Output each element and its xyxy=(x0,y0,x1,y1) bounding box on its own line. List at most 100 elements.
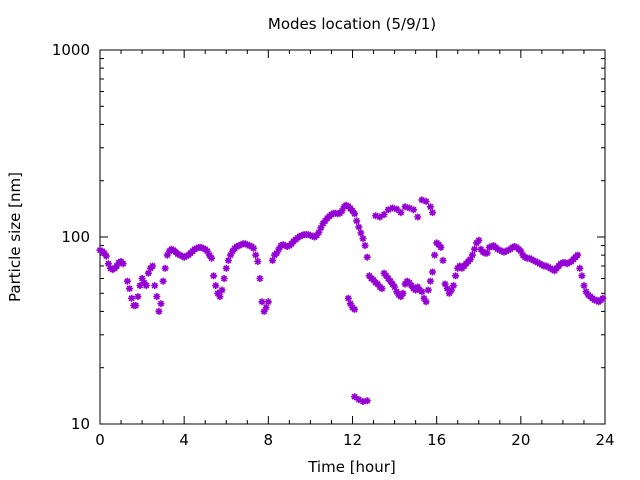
data-point xyxy=(197,243,205,251)
data-point xyxy=(142,282,150,290)
data-point-marker xyxy=(429,268,436,276)
data-point-marker xyxy=(363,397,371,405)
data-point-marker xyxy=(193,244,201,252)
data-point-marker xyxy=(313,231,321,239)
data-point-marker xyxy=(205,251,213,259)
data-point-marker xyxy=(426,277,434,285)
data-point-marker xyxy=(264,298,272,306)
data-point-marker xyxy=(582,288,590,296)
data-point xyxy=(401,203,409,211)
data-point-marker xyxy=(134,293,142,301)
data-point-marker xyxy=(500,248,508,256)
data-point xyxy=(338,207,346,215)
data-point xyxy=(256,275,264,282)
data-point xyxy=(214,289,222,297)
data-point-marker xyxy=(283,243,291,250)
data-point xyxy=(599,294,607,302)
data-point-marker xyxy=(452,272,460,280)
data-point xyxy=(424,286,432,294)
data-point xyxy=(163,251,171,259)
data-point xyxy=(262,304,270,311)
data-point xyxy=(441,280,449,288)
data-point-marker xyxy=(401,203,409,211)
x-axis-label: Time [hour] xyxy=(307,458,396,476)
data-point xyxy=(363,253,371,261)
data-point-marker xyxy=(212,282,220,290)
data-point xyxy=(193,244,201,252)
data-point-marker xyxy=(426,203,434,211)
data-point xyxy=(389,204,396,212)
data-point xyxy=(260,307,268,315)
data-point xyxy=(155,307,163,315)
data-point xyxy=(252,251,260,259)
data-point-marker xyxy=(281,242,289,250)
data-point xyxy=(372,212,380,220)
data-point xyxy=(412,286,420,294)
data-point-marker xyxy=(439,256,447,264)
data-point-marker xyxy=(113,262,121,270)
data-point-marker xyxy=(508,243,516,251)
data-point-marker xyxy=(144,269,152,277)
data-point xyxy=(104,260,112,268)
data-point xyxy=(407,282,415,290)
data-point xyxy=(344,294,352,302)
data-point-marker xyxy=(351,210,359,218)
data-point-marker xyxy=(422,298,430,306)
data-point-marker xyxy=(151,282,159,290)
data-point xyxy=(405,204,413,212)
data-point xyxy=(296,232,304,240)
data-point xyxy=(212,282,220,290)
data-point-marker xyxy=(100,249,108,257)
data-point-marker xyxy=(576,264,584,272)
data-point-marker xyxy=(487,243,495,250)
data-point xyxy=(208,254,215,262)
y-tick-label: 1000 xyxy=(52,41,90,59)
data-point xyxy=(452,272,460,280)
data-point-marker xyxy=(245,242,253,250)
data-point xyxy=(410,206,417,214)
data-points xyxy=(96,196,607,405)
data-point xyxy=(363,397,371,405)
data-point xyxy=(355,396,363,404)
data-point xyxy=(222,264,230,272)
data-point-marker xyxy=(355,223,363,231)
data-point-marker xyxy=(351,305,359,313)
data-point xyxy=(483,249,491,257)
data-point xyxy=(397,209,405,217)
data-point-marker xyxy=(361,242,369,250)
data-point xyxy=(397,293,405,301)
data-point xyxy=(487,243,495,250)
data-point-marker xyxy=(418,196,426,204)
data-point-marker xyxy=(222,264,230,272)
data-point xyxy=(269,256,276,264)
data-point-marker xyxy=(357,229,365,237)
data-point-marker xyxy=(374,280,382,288)
data-point-marker xyxy=(351,393,359,401)
data-point xyxy=(582,288,590,296)
data-point xyxy=(144,269,152,277)
data-point xyxy=(161,264,169,272)
data-point-marker xyxy=(163,251,171,259)
data-point xyxy=(349,207,356,215)
data-point xyxy=(574,251,582,259)
data-point-marker xyxy=(407,282,415,290)
data-point-marker xyxy=(447,286,455,294)
data-point xyxy=(245,242,253,250)
data-point-marker xyxy=(142,282,150,290)
data-point xyxy=(224,256,232,264)
data-point-marker xyxy=(483,249,491,257)
data-point xyxy=(450,282,457,290)
data-point xyxy=(517,247,525,255)
data-point xyxy=(134,293,142,301)
data-point xyxy=(203,247,211,255)
data-point xyxy=(508,243,516,251)
data-point-marker xyxy=(346,300,354,308)
data-point-marker xyxy=(437,243,445,251)
data-point-marker xyxy=(359,398,367,405)
data-point-marker xyxy=(466,255,474,263)
data-point xyxy=(351,305,359,313)
data-point-marker xyxy=(391,283,399,291)
data-point-marker xyxy=(397,293,405,301)
data-point-marker xyxy=(393,288,401,296)
